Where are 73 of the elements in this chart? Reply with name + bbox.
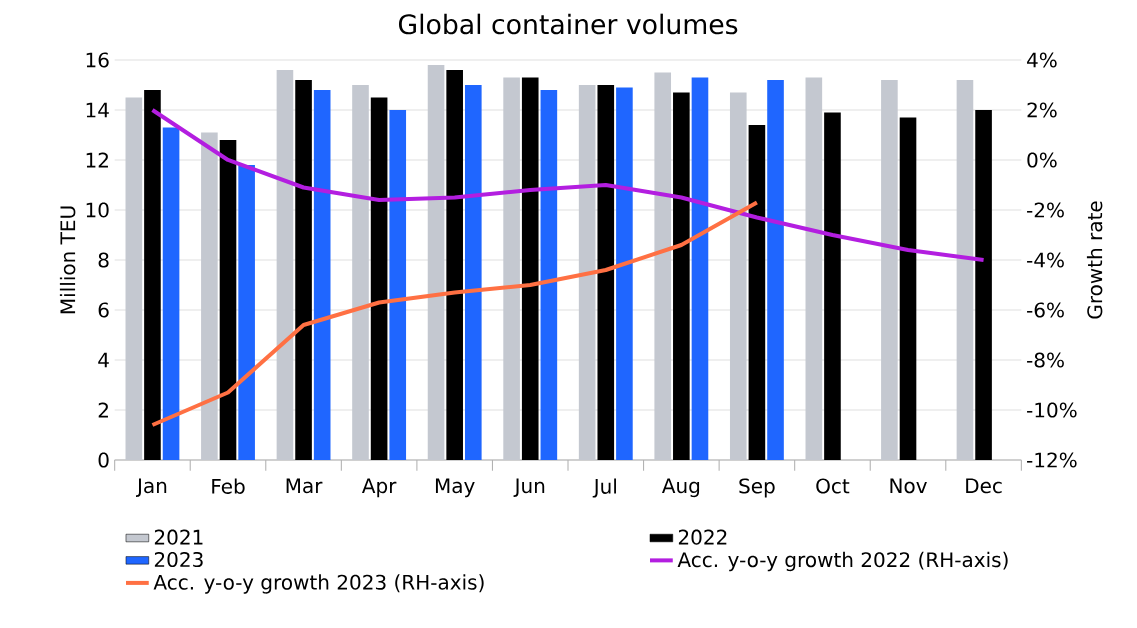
y-tick-label: 16 — [86, 52, 109, 68]
chart-title: Global container volumes — [398, 13, 738, 35]
bar — [144, 89, 161, 460]
bar — [389, 109, 407, 460]
bar — [881, 79, 898, 460]
y2-tick-label: -2% — [1027, 202, 1064, 218]
bar — [238, 164, 255, 460]
bar — [276, 69, 294, 460]
x-tick-label: Oct — [816, 478, 850, 494]
bar — [899, 117, 917, 460]
bar — [824, 112, 841, 460]
bar — [352, 84, 369, 460]
y-tick-label: 8 — [98, 252, 109, 268]
y-tick-label: 12 — [86, 152, 108, 168]
bar — [654, 72, 672, 460]
y-tick-label: 2 — [98, 402, 108, 418]
y-tick-label: 10 — [86, 202, 109, 218]
y-tick-label: 0 — [98, 452, 109, 468]
line-series — [150, 107, 986, 262]
x-tick-label: Apr — [361, 478, 397, 498]
legend-label: Acc. y-o-y growth 2022 (RH-axis) — [677, 551, 1008, 572]
y-tick-label: 6 — [98, 302, 109, 318]
bar — [975, 109, 992, 460]
legend-label: 2022 — [678, 529, 727, 545]
bar — [805, 77, 823, 460]
bar — [162, 127, 180, 460]
y2-tick-label: -8% — [1027, 352, 1064, 368]
legend-label: Acc. y-o-y growth 2023 (RH-axis) — [153, 574, 484, 594]
y2-tick-label: -4% — [1027, 252, 1064, 268]
bar — [673, 92, 690, 460]
x-tick-label: Dec — [966, 478, 1002, 494]
x-tick-label: Feb — [212, 478, 245, 494]
y-tick-label: 14 — [86, 102, 109, 118]
bar — [201, 132, 218, 460]
bar — [521, 77, 539, 460]
bar — [446, 69, 463, 460]
x-tick-label: Mar — [286, 478, 323, 494]
x-tick-label: Jul — [592, 478, 616, 498]
bar — [597, 84, 615, 460]
bar — [729, 92, 747, 460]
y-tick-label: 4 — [98, 352, 109, 368]
legend-label: 2021 — [154, 529, 203, 545]
bar — [313, 89, 331, 460]
y2-tick-label: -6% — [1027, 302, 1064, 318]
bar — [464, 84, 482, 460]
x-tick-label: Jan — [136, 478, 167, 497]
y2-tick-label: 4% — [1027, 52, 1057, 68]
y2-axis-title: Growth rate — [1086, 201, 1103, 319]
x-tick-label: May — [435, 478, 475, 498]
x-tick-label: Sep — [739, 478, 775, 498]
x-tick-label: Jun — [513, 478, 545, 497]
x-tick-label: Nov — [890, 478, 927, 494]
bar — [578, 84, 596, 460]
y2-tick-label: 0% — [1027, 152, 1057, 168]
bar — [503, 77, 520, 460]
y2-tick-label: -12% — [1027, 452, 1077, 468]
bar — [767, 79, 784, 460]
line-series — [150, 200, 759, 427]
y2-tick-label: -10% — [1027, 402, 1077, 418]
bar — [295, 79, 312, 460]
bar — [691, 77, 709, 460]
bar — [125, 97, 143, 460]
y2-tick-label: 2% — [1027, 102, 1057, 118]
bar — [540, 89, 558, 460]
legend-label: 2023 — [154, 551, 203, 568]
bar — [748, 124, 766, 460]
bar — [616, 87, 633, 460]
bar — [427, 64, 445, 460]
x-tick-label: Aug — [661, 478, 700, 498]
bar — [219, 139, 237, 460]
bar — [370, 97, 388, 460]
y-axis-title: Million TEU — [59, 206, 76, 314]
bar — [956, 79, 974, 460]
